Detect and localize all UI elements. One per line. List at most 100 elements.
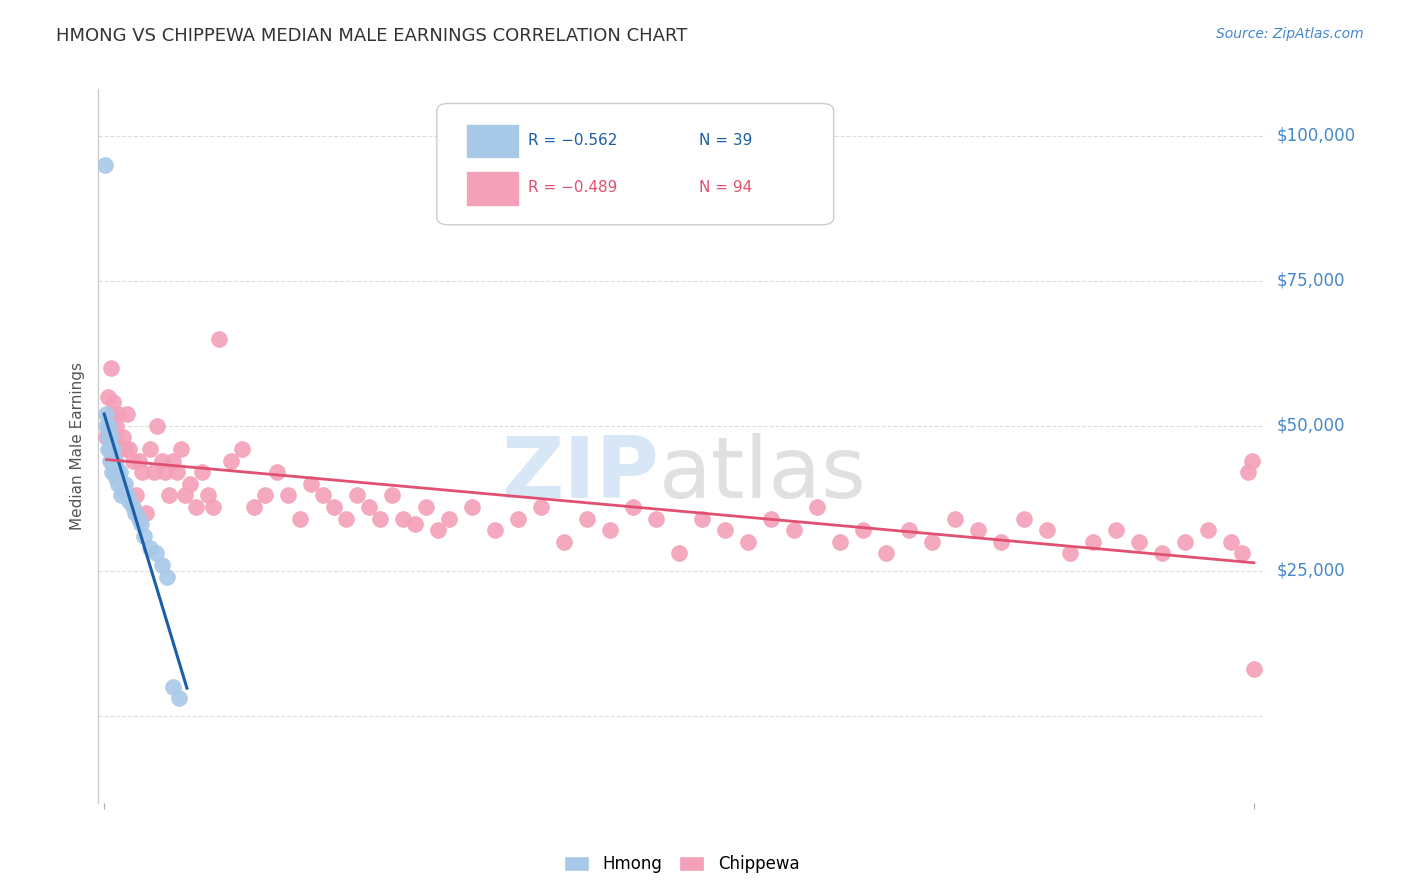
Text: R = −0.489: R = −0.489 [527, 180, 617, 195]
Point [96, 418, 118, 433]
Point [103, 453, 125, 467]
Point [346, 488, 368, 502]
Point [1232, 546, 1254, 560]
Point [98, 453, 121, 467]
Point [97, 430, 120, 444]
Point [100, 430, 122, 444]
Point [104, 471, 127, 485]
Point [173, 488, 195, 502]
Point [381, 488, 404, 502]
Point [357, 500, 380, 514]
Point [179, 476, 201, 491]
Text: N = 39: N = 39 [699, 133, 752, 148]
Point [1036, 523, 1059, 537]
Point [145, 546, 167, 560]
Text: $100,000: $100,000 [1277, 127, 1355, 145]
Point [170, 442, 193, 456]
FancyBboxPatch shape [437, 103, 834, 225]
Point [266, 465, 288, 479]
Text: R = −0.562: R = −0.562 [527, 133, 617, 148]
Point [191, 465, 214, 479]
Point [107, 407, 129, 421]
Point [98, 442, 121, 456]
Point [806, 500, 828, 514]
Point [124, 506, 146, 520]
Point [461, 500, 484, 514]
Point [162, 680, 184, 694]
Point [103, 465, 125, 479]
Point [128, 511, 150, 525]
Point [967, 523, 990, 537]
Point [599, 523, 621, 537]
Point [323, 500, 346, 514]
Point [162, 453, 184, 467]
Text: N = 94: N = 94 [699, 180, 752, 195]
Point [1081, 534, 1104, 549]
Point [104, 418, 127, 433]
Point [415, 500, 437, 514]
Point [530, 500, 553, 514]
Point [156, 569, 179, 583]
Point [437, 511, 460, 525]
Point [852, 523, 875, 537]
Point [231, 442, 253, 456]
Point [142, 465, 165, 479]
Point [898, 523, 921, 537]
Point [96, 430, 118, 444]
Point [166, 465, 188, 479]
Point [105, 465, 128, 479]
Point [875, 546, 897, 560]
Point [134, 529, 156, 543]
Point [737, 534, 759, 549]
Point [115, 488, 138, 502]
Point [129, 517, 152, 532]
Point [100, 360, 122, 375]
Point [299, 476, 322, 491]
Point [101, 453, 124, 467]
Point [392, 511, 415, 525]
Point [254, 488, 277, 502]
Legend: Hmong, Chippewa: Hmong, Chippewa [564, 855, 800, 873]
Point [202, 500, 225, 514]
Point [690, 511, 713, 525]
Point [1012, 511, 1035, 525]
Point [426, 523, 449, 537]
Point [576, 511, 599, 525]
Point [668, 546, 690, 560]
Point [219, 453, 242, 467]
Point [139, 442, 162, 456]
Text: Source: ZipAtlas.com: Source: ZipAtlas.com [1216, 27, 1364, 41]
Point [131, 465, 153, 479]
Point [101, 407, 124, 421]
Point [97, 418, 120, 433]
Point [484, 523, 506, 537]
Point [759, 511, 782, 525]
Point [553, 534, 575, 549]
Point [186, 500, 208, 514]
Text: $75,000: $75,000 [1277, 272, 1346, 290]
Point [288, 511, 311, 525]
Point [125, 488, 148, 502]
Point [943, 511, 966, 525]
Point [107, 476, 129, 491]
Point [110, 488, 132, 502]
Point [115, 407, 138, 421]
Text: HMONG VS CHIPPEWA MEDIAN MALE EARNINGS CORRELATION CHART: HMONG VS CHIPPEWA MEDIAN MALE EARNINGS C… [56, 27, 688, 45]
Point [101, 465, 124, 479]
Point [1197, 523, 1219, 537]
Point [150, 558, 173, 572]
Point [111, 483, 134, 497]
Point [714, 523, 737, 537]
Point [242, 500, 264, 514]
Point [96, 407, 118, 421]
Point [98, 442, 121, 456]
Point [97, 390, 120, 404]
Point [783, 523, 806, 537]
Point [921, 534, 943, 549]
Point [335, 511, 357, 525]
Point [167, 691, 190, 706]
Point [277, 488, 299, 502]
Point [103, 430, 125, 444]
Point [368, 511, 391, 525]
Point [128, 453, 150, 467]
